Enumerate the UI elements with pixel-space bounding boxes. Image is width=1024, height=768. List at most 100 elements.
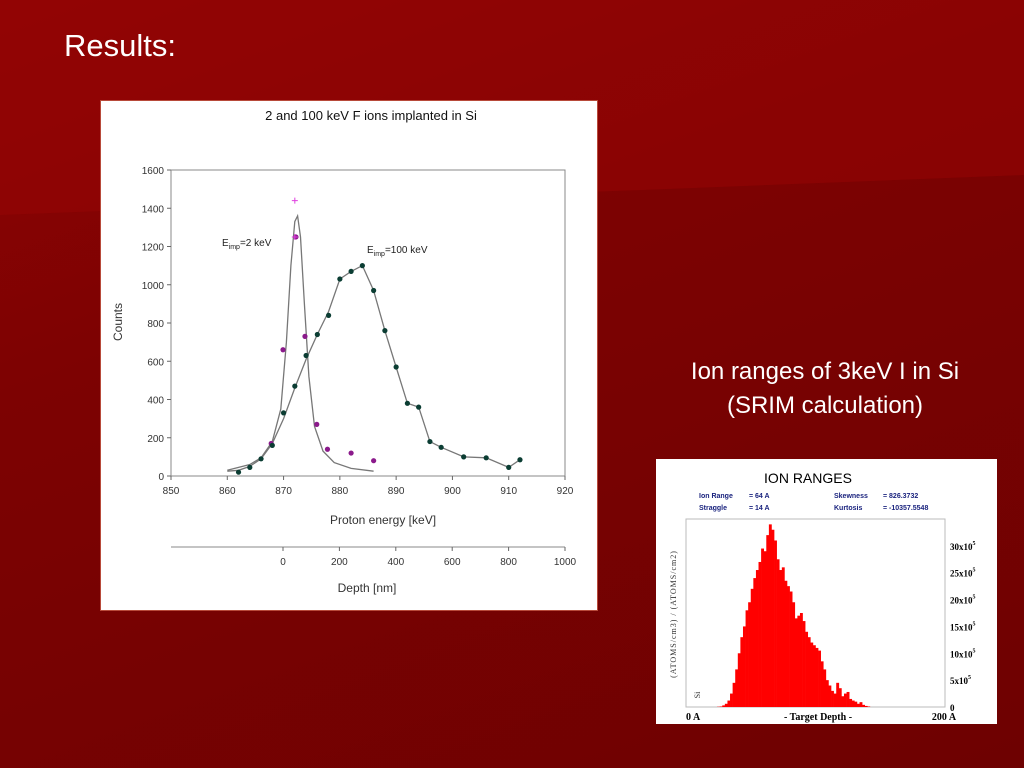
y-tick-label: 400 xyxy=(147,396,164,407)
srim-histogram-bar xyxy=(727,700,731,707)
srim-layer-label: Si xyxy=(693,691,702,698)
srim-histogram-bar xyxy=(787,586,790,707)
srim-histogram-bar xyxy=(843,693,847,707)
srim-histogram-bar xyxy=(771,529,775,707)
srim-histogram-bar xyxy=(784,580,788,707)
srim-histogram-bar xyxy=(856,703,860,707)
srim-caption: Ion ranges of 3keV I in Si (SRIM calcula… xyxy=(640,355,1010,423)
srim-histogram-bar xyxy=(864,705,868,707)
srim-y-tick-label: 10x105 xyxy=(950,648,976,659)
x-tick-label: 880 xyxy=(332,486,349,497)
cross-marker xyxy=(291,197,298,204)
data-point-series-2 xyxy=(337,276,343,282)
data-point-series-2 xyxy=(393,364,399,370)
data-point-series-1 xyxy=(280,347,286,353)
x-axis-label: Proton energy [keV] xyxy=(330,513,436,527)
srim-histogram-bar xyxy=(755,570,759,707)
data-point-series-2 xyxy=(348,268,354,274)
srim-histogram-bar xyxy=(776,559,780,707)
x-tick-label: 850 xyxy=(163,486,180,497)
depth-tick-label: 1000 xyxy=(554,557,577,568)
srim-histogram-bar xyxy=(854,701,858,707)
y-tick-label: 1000 xyxy=(142,281,165,292)
srim-y-tick-label: 30x105 xyxy=(950,541,976,552)
data-point-series-2 xyxy=(280,410,287,416)
data-point-series-1 xyxy=(324,446,331,452)
srim-y-tick-label: 20x105 xyxy=(950,595,976,606)
srim-histogram: ION RANGES Ion Range = 64 A Straggle = 14 A… xyxy=(669,470,976,723)
srim-histogram-bar xyxy=(831,690,834,707)
x-tick-label: 910 xyxy=(500,486,517,497)
srim-histogram-bar xyxy=(750,588,754,707)
data-point-series-2 xyxy=(326,312,332,318)
srim-ion-ranges-panel: ION RANGES Ion Range = 64 A Straggle = 14 A… xyxy=(656,459,997,724)
srim-histogram-bar xyxy=(737,653,741,707)
data-point-series-2 xyxy=(359,263,365,269)
x-tick-label: 870 xyxy=(275,486,292,497)
srim-histogram-bar xyxy=(805,631,809,707)
srim-histogram-bar xyxy=(758,561,762,707)
depth-tick-label: 600 xyxy=(444,557,461,568)
srim-histogram-bar xyxy=(841,696,845,707)
data-point-series-2 xyxy=(461,454,467,460)
data-point-series-2 xyxy=(247,464,253,470)
srim-histogram-bar xyxy=(815,647,819,707)
y-tick-label: 1200 xyxy=(142,243,165,254)
srim-histogram-bar xyxy=(828,685,832,707)
srim-histogram-bar xyxy=(838,688,842,707)
data-point-series-2 xyxy=(371,287,377,294)
srim-histogram-bar xyxy=(789,591,793,707)
srim-y-tick-label: 25x105 xyxy=(950,568,976,579)
fit-curve-series-2 xyxy=(227,264,521,472)
srim-y-tick-label: 0 xyxy=(950,703,955,713)
srim-histogram-bar xyxy=(851,700,855,707)
srim-stat-value: = 64 A xyxy=(749,493,770,500)
srim-x-start-label: 0 A xyxy=(686,712,701,723)
caption-line-2: (SRIM calculation) xyxy=(726,392,924,419)
srim-histogram-bar xyxy=(849,698,853,707)
srim-histogram-bar xyxy=(867,706,871,707)
srim-histogram-bar xyxy=(820,661,824,707)
srim-stat-name: Kurtosis xyxy=(834,505,863,512)
data-point-series-1 xyxy=(302,333,308,339)
srim-histogram-bar xyxy=(833,693,837,707)
data-point-series-2 xyxy=(483,455,489,461)
srim-y-tick-label: 5x105 xyxy=(950,675,971,686)
srim-histogram-bar xyxy=(823,669,827,707)
data-point-series-2 xyxy=(404,400,410,406)
depth-tick-label: 0 xyxy=(280,557,286,568)
srim-y-tick-label: 15x105 xyxy=(950,621,976,632)
x-tick-label: 920 xyxy=(557,486,574,497)
implant-chart: 2 and 100 keV F ions implanted in Si 850… xyxy=(111,108,577,595)
fit-curve-series-1 xyxy=(227,213,374,472)
srim-histogram-bar xyxy=(812,645,816,707)
depth-tick-label: 200 xyxy=(331,557,348,568)
data-point-series-1 xyxy=(371,458,377,464)
data-point-series-1 xyxy=(348,450,354,456)
srim-histogram-bar xyxy=(859,702,863,707)
implant-chart-panel: 2 and 100 keV F ions implanted in Si 850… xyxy=(100,100,598,611)
srim-histogram-bar xyxy=(810,642,814,707)
srim-histogram-bar xyxy=(781,567,785,707)
y-tick-label: 200 xyxy=(147,434,164,445)
srim-histogram-bar xyxy=(818,650,821,707)
data-point-series-2 xyxy=(438,444,444,450)
x-tick-label: 860 xyxy=(219,486,236,497)
srim-stat-value: = 14 A xyxy=(749,505,770,512)
data-point-series-2 xyxy=(235,469,242,475)
srim-stat-name: Skewness xyxy=(834,493,868,500)
srim-histogram-bar xyxy=(792,602,796,707)
srim-histogram-bar xyxy=(763,551,767,707)
srim-x-axis-label: - Target Depth - xyxy=(784,712,852,723)
srim-histogram-bar xyxy=(761,548,764,707)
srim-histogram-bar xyxy=(753,578,757,707)
srim-histogram-bar xyxy=(732,682,736,707)
data-point-series-2 xyxy=(303,352,309,359)
data-point-series-2 xyxy=(506,464,512,470)
srim-histogram-bar xyxy=(825,680,829,707)
series-label-1: Eimp=2 keV xyxy=(222,238,272,251)
srim-histogram-bar xyxy=(742,626,746,707)
y-axis-label: Counts xyxy=(111,303,125,341)
y-tick-label: 1600 xyxy=(142,166,165,177)
srim-histogram-bar xyxy=(730,693,733,707)
